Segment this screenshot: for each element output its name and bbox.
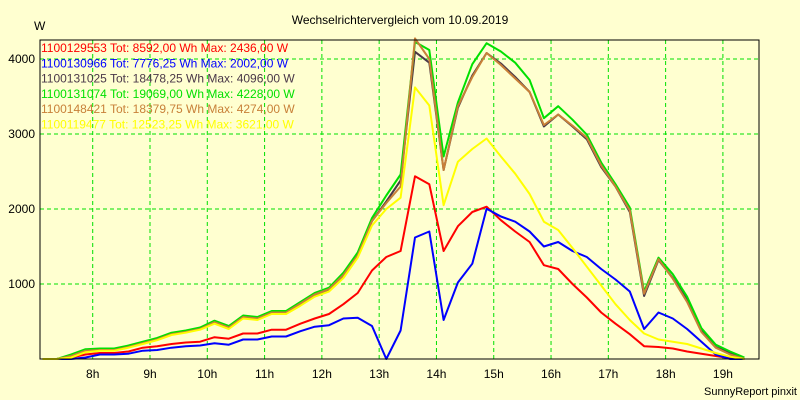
x-tick-label: 15h	[484, 367, 504, 381]
legend-entry-1100130966: 1100130966 Tot: 7776,25 Wh Max: 2002,00 …	[41, 56, 289, 70]
y-tick-label: 2000	[8, 202, 35, 216]
x-tick-label: 8h	[86, 367, 99, 381]
series-line-1100119477	[42, 86, 745, 360]
x-tick-label: 18h	[656, 367, 676, 381]
axis-ticks: 8h 9h 10h 11h 12h 13h 14h 15h 16h 17h 18h 19h 1000 20…	[8, 52, 733, 381]
series-line-1100131074	[42, 40, 745, 360]
series-line-1100129553	[42, 175, 745, 360]
footer-credit: SunnyReport pinxit	[704, 386, 797, 398]
chart-title: Wechselrichtervergleich vom 10.09.2019	[292, 13, 509, 27]
x-tick-label: 10h	[197, 367, 217, 381]
series-line-1100130966	[42, 207, 745, 360]
y-axis-unit-label: W	[34, 19, 46, 33]
x-tick-label: 13h	[369, 367, 389, 381]
y-tick-label: 4000	[8, 52, 35, 66]
y-tick-label: 3000	[8, 127, 35, 141]
x-tick-label: 14h	[426, 367, 446, 381]
x-tick-label: 11h	[255, 367, 274, 381]
legend-entry-1100131074: 1100131074 Tot: 19069,00 Wh Max: 4228,00…	[41, 87, 295, 101]
legend: 1100129553 Tot: 8592,00 Wh Max: 2436,00 …	[41, 41, 295, 132]
x-tick-label: 19h	[713, 367, 733, 381]
x-tick-label: 16h	[541, 367, 561, 381]
series-lines	[42, 37, 745, 360]
legend-entry-1100119477: 1100119477 Tot: 12523,25 Wh Max: 3621,00…	[41, 118, 295, 132]
x-tick-label: 12h	[312, 367, 332, 381]
legend-entry-1100129553: 1100129553 Tot: 8592,00 Wh Max: 2436,00 …	[41, 41, 289, 55]
y-tick-label: 1000	[8, 277, 35, 291]
plot-frame	[39, 39, 760, 360]
legend-entry-1100148421: 1100148421 Tot: 18379,75 Wh Max: 4274,00…	[41, 102, 295, 116]
legend-entry-1100131025: 1100131025 Tot: 18478,25 Wh Max: 4096,00…	[41, 72, 295, 86]
x-tick-label: 17h	[598, 367, 618, 381]
x-tick-label: 9h	[143, 367, 156, 381]
